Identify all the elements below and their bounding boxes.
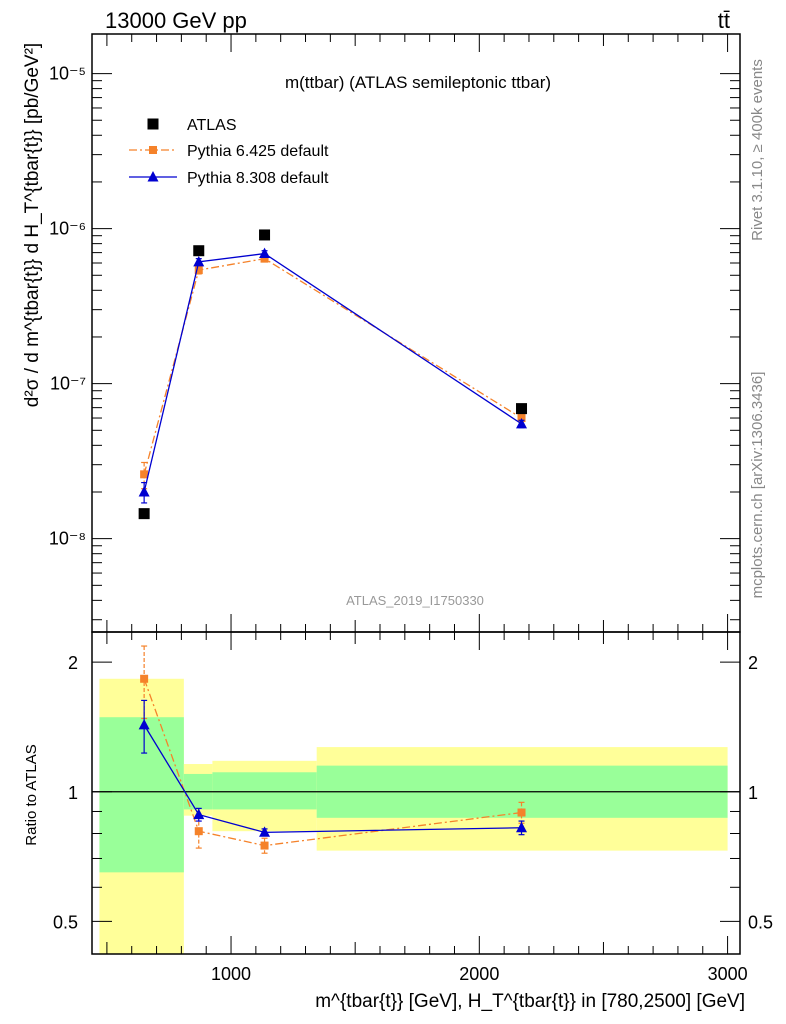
pythia8-point [516,417,528,429]
legend-label: ATLAS [187,117,237,134]
legend-atlas-marker [147,118,159,130]
y-tick-label: 1 [68,783,78,803]
source-label: mcplots.cern.ch [arXiv:1306.3436] [749,372,766,599]
ratio-plot-frame [91,631,741,955]
legend-label: Pythia 8.308 default [187,170,329,187]
ratio-pythia6-point [140,674,149,683]
atlas-point [259,229,271,241]
y-tick-label: 2 [748,653,758,673]
atlas-point [138,508,150,520]
y-tick-label: 10⁻⁵ [49,64,86,84]
main-panel: 10⁻⁸ 10⁻⁷ 10⁻⁶ 10⁻⁵ m(ttbar) (ATLAS semilep… [22,33,741,633]
y-tick-label: 10⁻⁸ [49,529,86,549]
pythia8-point [138,486,150,497]
ratio-pythia8-point [516,821,528,833]
rivet-version-label: Rivet 3.1.10, ≥ 400k events [749,59,766,241]
x-tick-label: 2000 [459,964,499,984]
ratio-data-marks [92,645,740,854]
main-data-marks [138,229,528,520]
pythia6-point [194,266,203,275]
y-tick-label: 0.5 [53,912,78,932]
atlas-point [193,245,205,257]
band-inner [99,717,184,873]
ratio-pythia6-point [517,808,526,817]
y-tick-label: 10⁻⁷ [50,374,86,394]
ratio-panel: 1000 2000 3000 0.5 0.5 1 1 2 2 Ratio to ATLAS m^… [23,631,773,1012]
legend-pythia6-marker [149,146,157,154]
ratio-y-axis-label: Ratio to ATLAS [23,744,40,845]
ratio-pythia8-point [259,826,271,837]
y-tick-label: 2 [68,653,78,673]
ratio-pythia6-point [194,827,203,836]
main-title: m(ttbar) (ATLAS semileptonic ttbar) [285,73,551,92]
legend: ATLAS Pythia 6.425 default Pythia 8.308 de… [129,117,329,187]
ratio-pythia8-point [138,718,150,730]
y-tick-label: 1 [748,783,758,803]
ratio-pythia8-line [143,724,522,833]
legend-label: Pythia 6.425 default [187,143,329,160]
ratio-pythia6-point [260,841,269,850]
pythia6-point [260,254,269,263]
x-tick-label: 1000 [211,964,251,984]
pythia6-point [140,470,149,479]
ratio-pythia6-line [143,678,522,847]
analysis-watermark: ATLAS_2019_I1750330 [346,593,484,608]
pythia8-point [193,255,205,267]
band-inner [212,772,317,810]
process-label: tt̄ [718,8,730,33]
main-axis-ticks: 10⁻⁸ 10⁻⁷ 10⁻⁶ 10⁻⁵ [49,34,740,632]
main-y-axis-label: d²σ / d m^{tbar{t}} d H_T^{tbar{t}} [pb/… [22,43,43,407]
pythia8-point [259,247,271,259]
energy-label: 13000 GeV pp [105,8,247,33]
atlas-point [516,403,528,415]
y-tick-label: 10⁻⁶ [49,219,86,239]
x-tick-label: 3000 [708,964,748,984]
uncertainty-bands [99,678,728,954]
ratio-pythia8-point [193,808,205,820]
pythia8-line [143,252,522,493]
ratio-axis-ticks: 1000 2000 3000 0.5 0.5 1 1 2 2 [53,632,773,984]
y-tick-label: 0.5 [748,912,773,932]
pythia6-line [143,257,522,475]
legend-pythia8-marker [147,171,159,182]
x-axis-label: m^{tbar{t}} [GeV], H_T^{tbar{t}} in [780… [315,991,745,1012]
